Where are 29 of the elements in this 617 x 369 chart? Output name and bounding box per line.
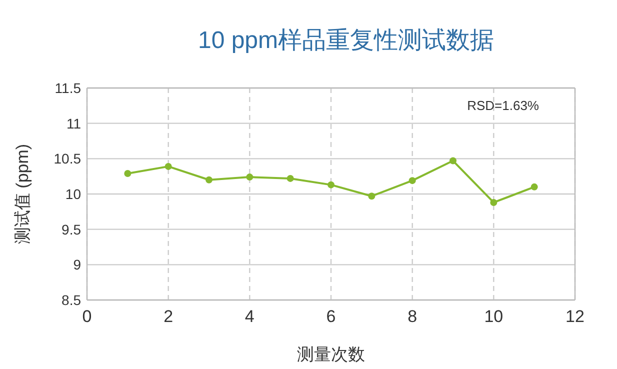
- point: [206, 176, 212, 184]
- x-tick-label: 10: [484, 307, 504, 326]
- x-tick-label: 12: [566, 307, 584, 326]
- point: [246, 174, 254, 181]
- y-tick-label: 10: [65, 186, 82, 202]
- y-tick-label: 10.5: [54, 150, 82, 167]
- y-axis-title: 测试值 (ppm): [13, 144, 32, 244]
- point: [490, 198, 498, 206]
- chart-title: 10 ppm样品重复性测试数据: [198, 27, 494, 54]
- point: [328, 181, 334, 188]
- point: [368, 192, 376, 200]
- x-tick-label: 6: [326, 307, 336, 326]
- x-axis-title: 测量次数: [297, 345, 365, 364]
- y-tick-label: 8.5: [62, 292, 82, 308]
- point: [450, 157, 456, 164]
- point: [530, 183, 538, 190]
- annotation: RSD=1.63%: [467, 98, 540, 113]
- point: [124, 170, 132, 178]
- point: [164, 162, 172, 170]
- x-tick-label: 0: [82, 307, 92, 326]
- point: [286, 174, 294, 182]
- x-tick-label: 8: [408, 307, 418, 326]
- y-tick-label: 11.5: [54, 80, 82, 96]
- x-tick-label: 2: [164, 307, 174, 326]
- x-tick-label: 4: [244, 307, 254, 326]
- y-tick-label: 9.5: [62, 221, 82, 238]
- y-tick-label: 9: [73, 256, 82, 273]
- y-tick-label: 11: [66, 115, 82, 132]
- point: [408, 177, 416, 184]
